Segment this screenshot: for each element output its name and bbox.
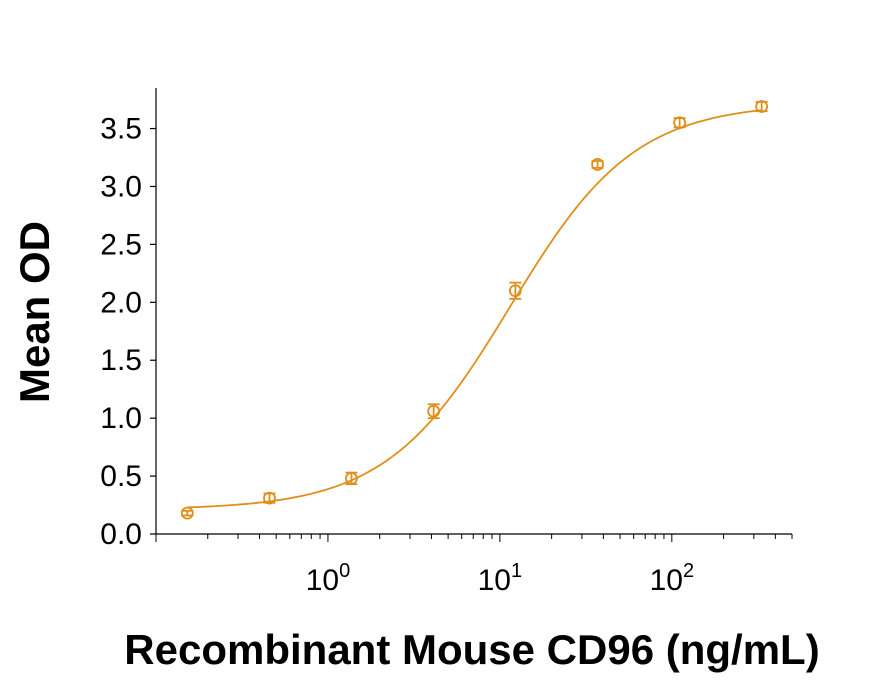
data-marker xyxy=(673,116,687,130)
y-axis-title: Mean OD xyxy=(11,221,58,403)
data-marker xyxy=(180,506,194,520)
x-tick-exponent: 1 xyxy=(511,560,522,582)
y-tick-label: 1.0 xyxy=(100,402,142,435)
data-marker xyxy=(345,471,358,485)
y-tick-label: 2.0 xyxy=(100,286,142,319)
y-tick-label: 3.0 xyxy=(100,170,142,203)
x-tick-base: 10 xyxy=(478,564,511,597)
data-point xyxy=(591,158,604,171)
data-marker xyxy=(263,491,276,505)
data-point xyxy=(427,403,441,420)
data-point xyxy=(180,506,194,520)
y-tick-label: 0.5 xyxy=(100,460,142,493)
fit-curve xyxy=(187,109,762,509)
data-point xyxy=(263,491,276,505)
y-tick-label: 1.5 xyxy=(100,344,142,377)
y-tick-label: 0.0 xyxy=(100,518,142,551)
data-marker xyxy=(591,158,604,171)
x-tick-label: 100 xyxy=(306,560,351,597)
x-axis-title: Recombinant Mouse CD96 (ng/mL) xyxy=(124,626,819,673)
y-tick-label: 3.5 xyxy=(100,113,142,146)
y-tick-label: 2.5 xyxy=(100,228,142,261)
data-point xyxy=(508,281,522,300)
data-point xyxy=(345,471,358,486)
data-marker xyxy=(755,100,769,113)
data-marker xyxy=(427,404,441,418)
fit-curve-layer xyxy=(187,109,762,509)
data-points-layer xyxy=(180,100,769,520)
x-tick-label: 101 xyxy=(478,560,523,597)
x-tick-label: 102 xyxy=(650,560,695,597)
x-tick-base: 10 xyxy=(306,564,339,597)
data-marker xyxy=(508,284,522,298)
data-point xyxy=(755,100,769,113)
data-point xyxy=(673,116,687,130)
x-tick-exponent: 0 xyxy=(339,560,350,582)
x-tick-base: 10 xyxy=(650,564,683,597)
x-tick-exponent: 2 xyxy=(683,560,694,582)
